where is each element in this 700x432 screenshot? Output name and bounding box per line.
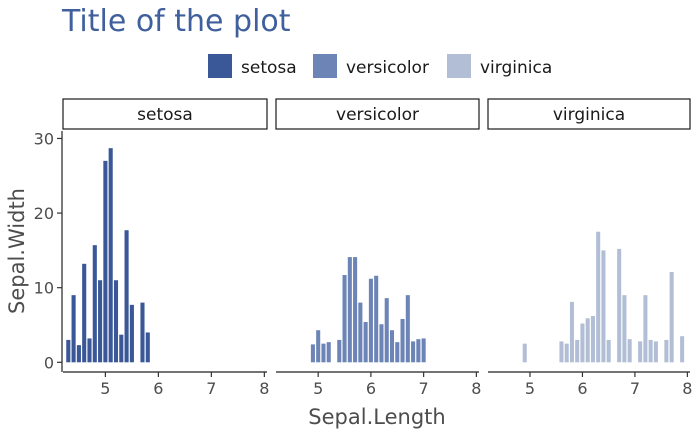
histogram-bar bbox=[119, 334, 124, 363]
y-tick-label: 10 bbox=[34, 279, 54, 298]
facets: setosa 5 6 7 8 versicolor 5 6 7 8 virginica 5 6 7 8 bbox=[62, 98, 692, 398]
histogram-bar bbox=[643, 295, 648, 363]
histogram-bar bbox=[316, 330, 321, 363]
y-tick-label: 30 bbox=[34, 129, 54, 148]
histogram-bar bbox=[71, 295, 76, 363]
histogram-bar bbox=[596, 231, 601, 363]
x-tick-label: 7 bbox=[206, 379, 216, 398]
histogram-bar bbox=[92, 245, 97, 363]
legend-item-versicolor: versicolor bbox=[313, 54, 429, 78]
histogram-bar bbox=[564, 343, 569, 363]
histogram-bar bbox=[575, 339, 580, 363]
chart-title: Title of the plot bbox=[61, 4, 291, 39]
histogram-bar bbox=[98, 280, 103, 363]
x-tick-label: 8 bbox=[471, 379, 481, 398]
x-tick-label: 6 bbox=[577, 379, 587, 398]
histogram-bar bbox=[622, 295, 627, 363]
x-tick-label: 7 bbox=[419, 379, 429, 398]
histogram-bar bbox=[326, 342, 331, 363]
histogram-bar bbox=[129, 304, 134, 363]
histogram-bar bbox=[103, 160, 108, 363]
histogram-bar bbox=[353, 257, 358, 363]
histogram-bar bbox=[310, 344, 315, 363]
legend-label: virginica bbox=[480, 58, 552, 78]
legend-swatch bbox=[313, 54, 337, 78]
histogram-bar bbox=[87, 338, 92, 363]
histogram-bar bbox=[389, 330, 395, 363]
histogram-bar bbox=[664, 339, 669, 363]
facet-strip bbox=[487, 98, 691, 130]
histogram-bar bbox=[606, 339, 611, 363]
histogram-bar bbox=[416, 339, 421, 363]
legend-swatch bbox=[447, 54, 471, 78]
histogram-bar bbox=[76, 345, 81, 363]
x-tick-label: 6 bbox=[366, 379, 376, 398]
facet-strip-label: versicolor bbox=[336, 105, 419, 125]
histogram-bar bbox=[337, 339, 342, 363]
x-tick-label: 8 bbox=[259, 379, 269, 398]
facet-strip bbox=[62, 98, 268, 130]
histogram-bar bbox=[140, 302, 145, 363]
legend-item-setosa: setosa bbox=[208, 54, 297, 78]
histogram-bar bbox=[379, 324, 384, 363]
histogram-bar bbox=[321, 343, 326, 363]
legend: setosa versicolor virginica bbox=[208, 54, 552, 78]
histogram-bar bbox=[113, 280, 119, 363]
histogram-bar bbox=[569, 301, 574, 363]
facet-strip bbox=[275, 98, 480, 130]
histogram-bar bbox=[580, 323, 585, 363]
x-tick-label: 7 bbox=[630, 379, 640, 398]
x-tick-label: 5 bbox=[313, 379, 323, 398]
histogram-bar bbox=[347, 257, 352, 363]
y-tick-label: 0 bbox=[44, 353, 54, 372]
histogram-bar bbox=[601, 250, 606, 363]
histogram-bar bbox=[627, 339, 632, 363]
histogram-bar bbox=[522, 343, 527, 363]
histogram-bar bbox=[124, 230, 129, 363]
legend-label: setosa bbox=[241, 58, 297, 78]
histogram-bar bbox=[405, 295, 410, 363]
histogram-bar bbox=[585, 318, 590, 363]
histogram-bar bbox=[395, 342, 400, 363]
legend-label: versicolor bbox=[346, 58, 429, 78]
histogram-bar bbox=[358, 302, 363, 363]
x-tick-label: 6 bbox=[153, 379, 163, 398]
histogram-bar bbox=[638, 341, 643, 363]
histogram-bar bbox=[590, 316, 595, 363]
histogram-bar bbox=[669, 272, 674, 363]
histogram-bar bbox=[108, 148, 113, 363]
facet-setosa: setosa 5 6 7 8 bbox=[62, 98, 269, 398]
histogram-bar bbox=[653, 341, 658, 363]
x-axis-title: Sepal.Length bbox=[308, 405, 445, 429]
histogram-bar bbox=[66, 339, 71, 363]
histogram-bar bbox=[400, 319, 405, 363]
histogram-bar bbox=[363, 322, 368, 363]
facet-virginica: virginica 5 6 7 8 bbox=[487, 98, 692, 398]
facet-strip-label: setosa bbox=[137, 105, 193, 125]
histogram-bar bbox=[368, 278, 373, 363]
facet-versicolor: versicolor 5 6 7 8 bbox=[275, 98, 481, 398]
histogram-bar bbox=[617, 248, 622, 363]
histogram-bar bbox=[145, 332, 150, 363]
facet-strip-label: virginica bbox=[553, 105, 625, 125]
y-axis: 0 10 20 30 bbox=[34, 129, 63, 372]
legend-item-virginica: virginica bbox=[447, 54, 552, 78]
y-tick-label: 20 bbox=[34, 204, 54, 223]
histogram-bar bbox=[82, 263, 87, 363]
x-tick-label: 8 bbox=[682, 379, 692, 398]
histogram-bar bbox=[559, 341, 564, 363]
histogram-bar bbox=[680, 336, 685, 363]
x-tick-label: 5 bbox=[100, 379, 110, 398]
histogram-bar bbox=[411, 341, 416, 363]
y-axis-title: Sepal.Width bbox=[5, 188, 29, 314]
histogram-bar bbox=[648, 339, 653, 363]
histogram-bar bbox=[384, 298, 389, 363]
legend-swatch bbox=[208, 54, 232, 78]
histogram-bar bbox=[421, 338, 426, 363]
x-tick-label: 5 bbox=[525, 379, 535, 398]
histogram-bar bbox=[342, 275, 347, 363]
histogram-bar bbox=[374, 275, 379, 363]
